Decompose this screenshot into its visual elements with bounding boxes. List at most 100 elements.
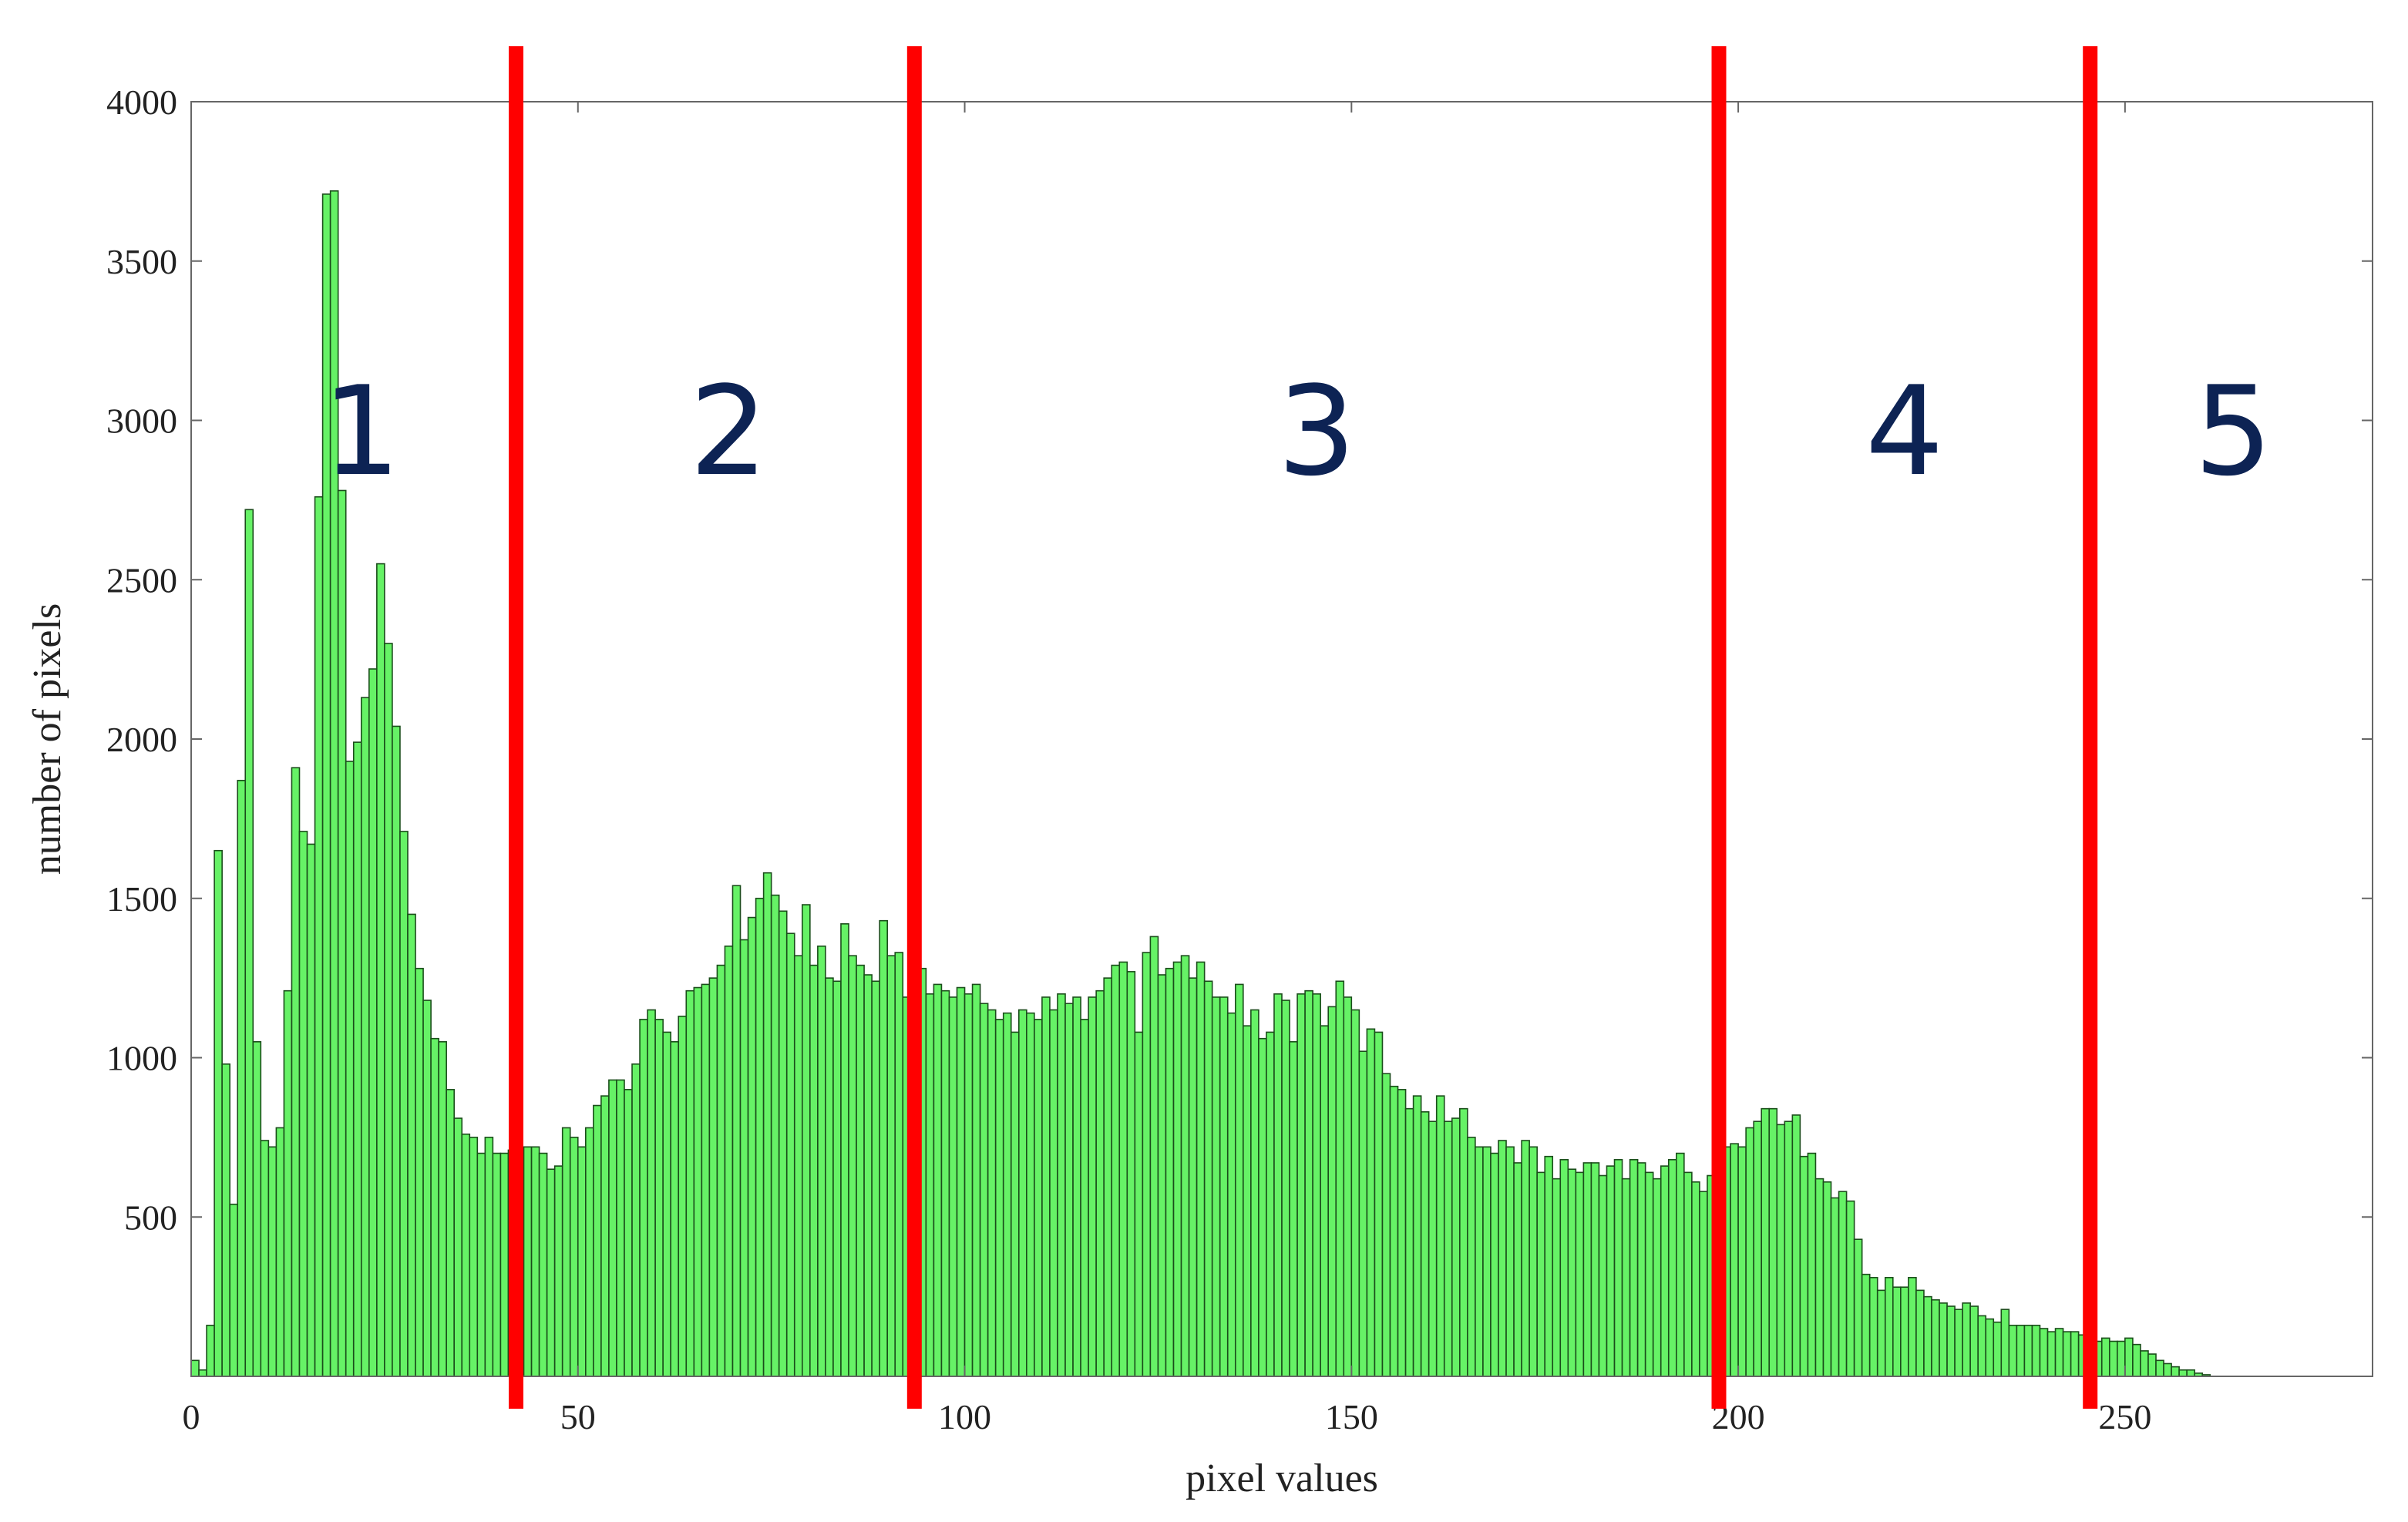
histogram-bar [2031,1325,2041,1377]
axis-ticks: 0 50 100 150 200 2505001000150020002500300035… [106,82,2373,1436]
histogram-bar [476,1152,486,1377]
x-tick-label: 50 [560,1397,596,1436]
histogram-bar [1536,1171,1546,1377]
histogram-bar [190,1359,200,1377]
histogram-bar [693,986,703,1377]
histogram-bar [1250,1009,1259,1377]
histogram-bar [1049,1009,1058,1377]
histogram-bar [1041,996,1051,1377]
histogram-bar [1312,993,1321,1377]
histogram-bar [856,964,865,1377]
histogram-bar [678,1015,688,1377]
histogram-bar [415,967,424,1377]
histogram-bar [2155,1359,2164,1377]
histogram-bar [577,1146,587,1377]
histogram-bar [1598,1174,1608,1377]
histogram-bar [244,509,254,1377]
histogram-bar [624,1089,633,1377]
histogram-bar [1088,996,1097,1377]
histogram-bar [871,980,880,1377]
histogram-bar [1490,1152,1499,1377]
histogram-bar [1582,1162,1592,1377]
y-tick-label: 500 [124,1198,177,1237]
histogram-bar [267,1146,277,1377]
histogram-bar [2178,1369,2188,1377]
histogram-bar [793,955,803,1377]
histogram-bar [422,1000,432,1377]
histogram-bar [1567,1168,1577,1377]
histogram-bar [337,489,347,1377]
histogram-bar [1343,996,1353,1377]
histogram-bar [1498,1140,1507,1377]
histogram-bar [647,1009,656,1377]
histogram-bar [1985,1318,1995,1377]
histogram-bar [1389,1085,1399,1377]
histogram-bar [670,1041,680,1377]
y-tick-label: 1000 [106,1039,177,1078]
histogram-bar [561,1127,571,1377]
histogram-bar [1103,977,1113,1377]
histogram-bar [1475,1146,1484,1377]
x-tick-label: 150 [1325,1397,1378,1436]
histogram-bar [1266,1031,1275,1377]
histogram-bar [1923,1295,1932,1377]
histogram-bar [2046,1331,2057,1377]
histogram-bar [701,983,711,1377]
histogram-bar [1667,1159,1677,1377]
histogram-bar [778,910,788,1377]
histogram-bar [306,843,316,1377]
histogram-bar [1428,1121,1438,1377]
histogram-bar [987,1009,997,1377]
histogram-bar [492,1152,502,1377]
histogram-bar [1606,1165,1616,1377]
histogram-bar [1451,1117,1461,1377]
region-label-5: 5 [2194,359,2272,503]
histogram-bar [1513,1162,1522,1377]
histogram-bar [1931,1299,1940,1377]
histogram-bar [1420,1110,1430,1377]
histogram-bar [1993,1321,2003,1377]
histogram-bar [1226,1012,1236,1377]
histogram-bar [1034,1019,1043,1377]
histogram-bar [1134,1031,1144,1377]
histogram-bar [1799,1155,1809,1377]
histogram-bar [1002,1012,1012,1377]
histogram-bar [1838,1191,1848,1377]
histogram-bar [1219,996,1229,1377]
histogram-bar [1969,1305,1979,1377]
histogram-bar [1660,1165,1670,1377]
histogram-bar [1010,1031,1020,1377]
histogram-bar [237,779,247,1377]
histogram-bar [392,725,401,1377]
histogram-bar [1892,1286,1902,1377]
histogram-bar [809,964,819,1377]
histogram-bar [971,983,981,1377]
histogram-bar [1243,1025,1252,1377]
histogram-bar [538,1152,548,1377]
histogram-bar [291,767,301,1377]
histogram-bar [1521,1140,1530,1377]
histogram-bar [2124,1337,2134,1377]
histogram-bar [1126,971,1136,1377]
histogram-bar [1683,1171,1693,1377]
histogram-bar [1559,1159,1569,1377]
histogram-bar [2100,1337,2110,1377]
histogram-bar [2147,1353,2157,1377]
histogram-bar [1289,1041,1298,1377]
histogram-bar [1636,1162,1646,1377]
histogram-bar [252,1041,262,1377]
histogram-bar [2039,1328,2049,1377]
histogram-bar [1381,1073,1391,1377]
histogram-bar [731,885,742,1377]
histogram-bar [616,1079,625,1377]
histogram-bar [1404,1107,1414,1377]
histogram-bar [1939,1302,1948,1377]
x-tick-label: 100 [938,1397,991,1436]
histogram-bar [438,1041,447,1377]
histogram-bar [654,1019,664,1377]
histogram-bar [948,996,958,1377]
histogram-bar [1814,1178,1824,1377]
histogram-bar [1884,1277,1894,1377]
histogram-bar [1188,977,1198,1377]
histogram-bar [1459,1107,1468,1377]
